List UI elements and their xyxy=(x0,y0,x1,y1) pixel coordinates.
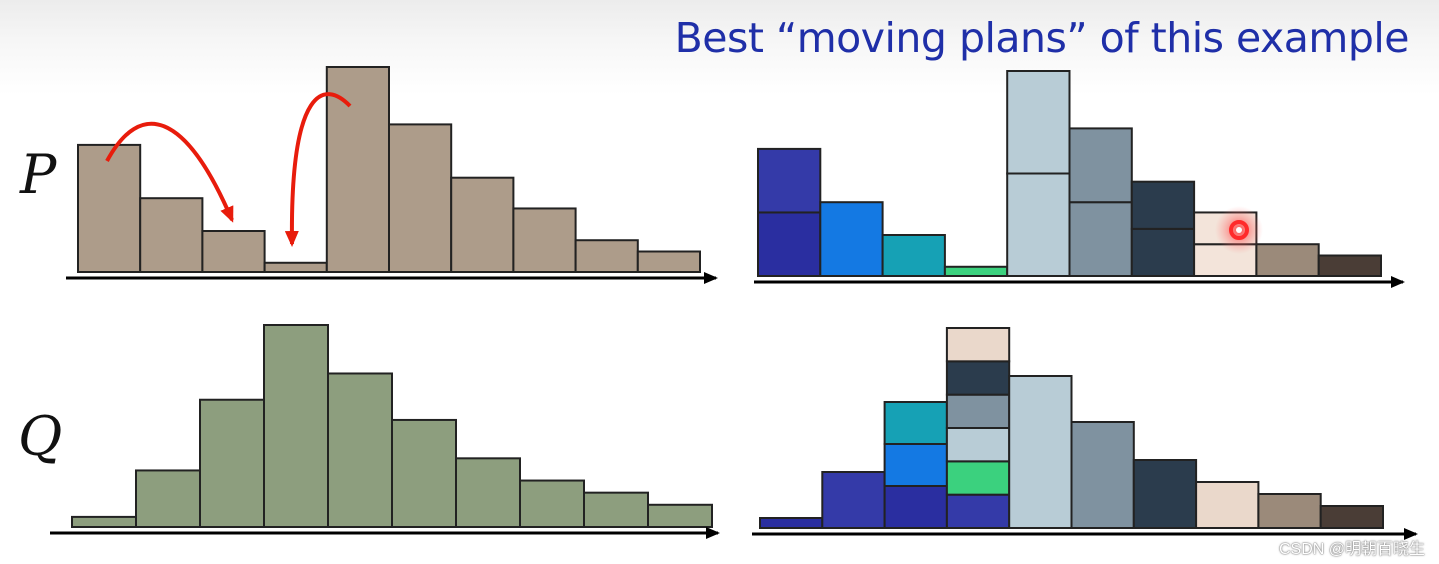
p-plan-bar-7-part-1 xyxy=(1130,227,1196,278)
axes xyxy=(50,272,1418,540)
q-bar-8 xyxy=(519,479,585,529)
q-plan-bar-4-part-6 xyxy=(945,327,1011,363)
q-plan-bar-8-part-1 xyxy=(1195,481,1260,529)
q-bar-4 xyxy=(263,324,329,528)
p-plan-bar-7-part-2 xyxy=(1130,180,1196,230)
p-bar-1 xyxy=(77,143,142,273)
p-bar-9 xyxy=(574,239,639,274)
p-bar-6 xyxy=(388,123,453,274)
q-plan-bar-4-part-5 xyxy=(945,360,1011,396)
p-bar-10 xyxy=(636,250,701,273)
p-plan-bar-1-part-2 xyxy=(757,147,822,214)
q-plan-bar-9-part-1 xyxy=(1257,493,1322,529)
q-plan-bar-4-part-2 xyxy=(945,460,1011,496)
move-arrow-1 xyxy=(105,121,234,223)
p-bar-5 xyxy=(325,66,390,273)
p-plan-bar-5-part-2 xyxy=(1006,70,1071,175)
q-bar-2 xyxy=(135,469,201,529)
q-plan-bar-3-part-2 xyxy=(883,443,948,487)
p-bar-3 xyxy=(201,230,266,273)
q-plan-bar-1-part-1 xyxy=(759,517,824,529)
q-bar-10 xyxy=(647,503,713,528)
histogram-q-plan xyxy=(759,327,1384,529)
q-plan-bar-6-part-1 xyxy=(1070,421,1135,529)
q-bar-1 xyxy=(71,515,137,529)
p-bar-7 xyxy=(450,176,515,273)
histogram-p-plan xyxy=(757,70,1382,278)
p-plan-bar-1-part-1 xyxy=(757,211,822,277)
p-plan-bar-5-part-1 xyxy=(1006,172,1071,277)
q-plan-bar-10-part-1 xyxy=(1319,505,1384,529)
q-bar-3 xyxy=(199,398,265,528)
q-bar-7 xyxy=(455,457,521,529)
histogram-q xyxy=(71,324,713,529)
q-plan-bar-4-part-1 xyxy=(945,493,1011,529)
q-bar-5 xyxy=(327,372,393,529)
p-bar-2 xyxy=(139,197,204,273)
cursor-indicator xyxy=(1215,206,1263,254)
q-bar-9 xyxy=(583,491,649,529)
label-p: P xyxy=(20,143,57,206)
slide-title: Best “moving plans” of this example xyxy=(674,14,1410,62)
p-plan-bar-2-part-1 xyxy=(819,201,884,277)
p-bar-4 xyxy=(263,261,328,273)
p-plan-bar-3-part-1 xyxy=(881,234,946,277)
p-bar-8 xyxy=(512,207,577,273)
histogram-p xyxy=(77,66,701,274)
q-bar-6 xyxy=(391,418,457,528)
p-plan-bar-6-part-1 xyxy=(1068,201,1133,277)
move-arrows xyxy=(105,92,352,247)
p-plan-bar-4-part-1 xyxy=(943,265,1009,277)
watermark: CSDN @明朝百晓生 xyxy=(1278,541,1425,558)
q-plan-bar-7-part-1 xyxy=(1132,459,1198,529)
p-plan-bar-6-part-2 xyxy=(1068,127,1133,204)
label-q: Q xyxy=(18,405,63,468)
q-plan-bar-4-part-4 xyxy=(945,393,1011,429)
move-arrow-2 xyxy=(284,92,352,247)
q-plan-bar-3-part-1 xyxy=(883,485,948,529)
q-plan-bar-3-part-3 xyxy=(883,401,948,445)
p-plan-bar-9-part-1 xyxy=(1255,243,1320,278)
q-plan-bar-2-part-1 xyxy=(821,471,886,529)
q-plan-bar-4-part-3 xyxy=(945,427,1011,463)
q-plan-bar-5-part-1 xyxy=(1008,375,1073,529)
p-plan-bar-10-part-1 xyxy=(1317,254,1382,277)
